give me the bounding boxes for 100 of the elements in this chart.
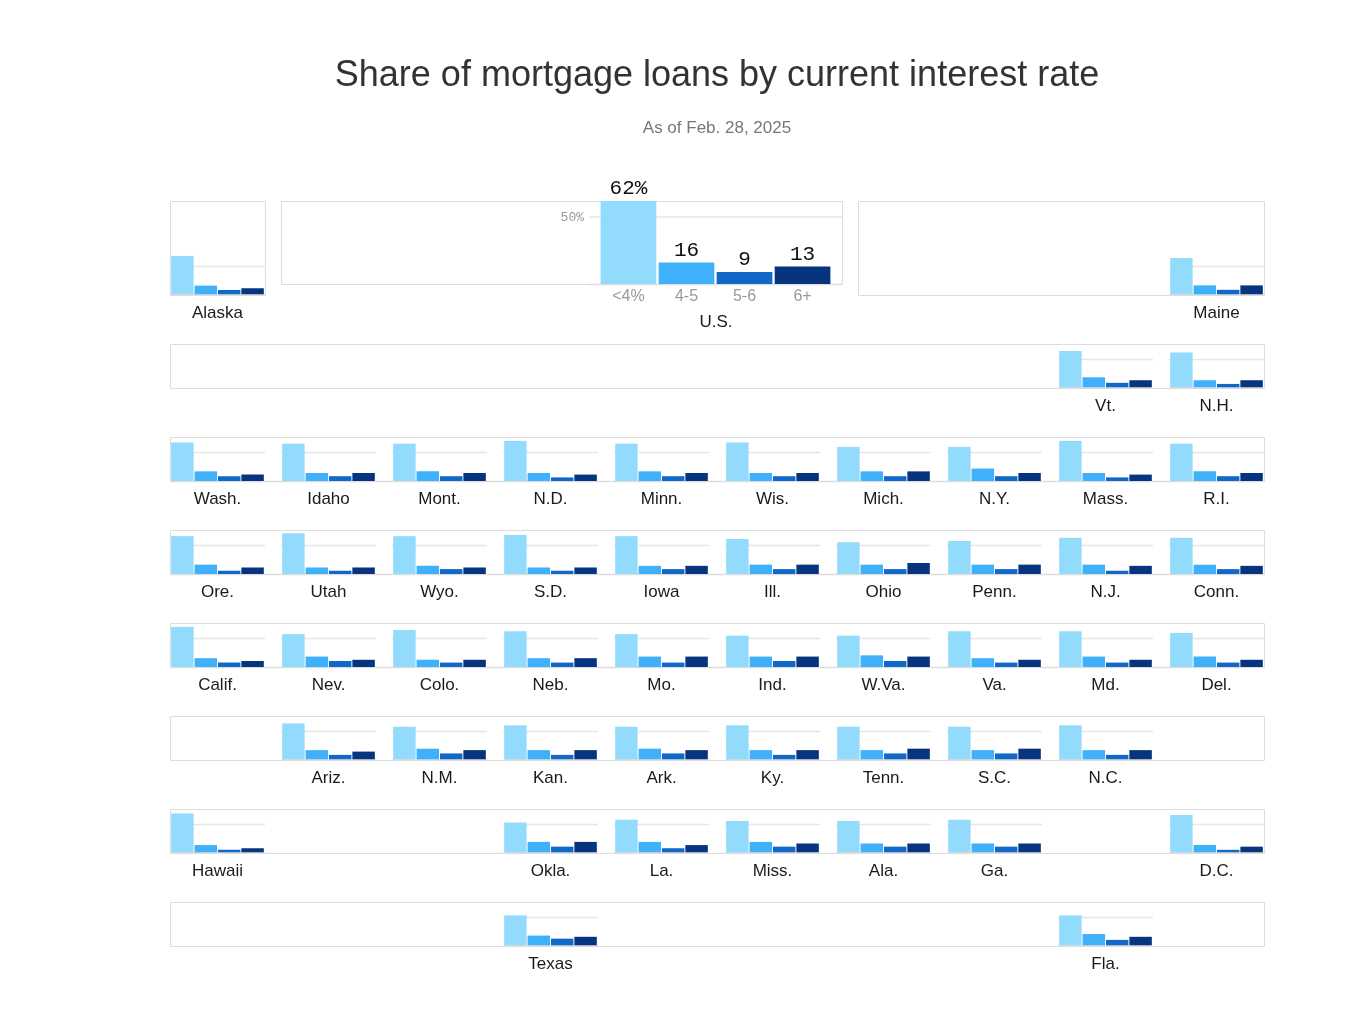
bar [774, 266, 831, 284]
bar [416, 471, 440, 481]
x-tick-label: Mont. [418, 488, 461, 508]
x-tick-label: Tenn. [862, 767, 905, 787]
x-tick-label: Okla. [530, 860, 571, 880]
x-tick-label: Wash. [193, 488, 242, 508]
bar [837, 635, 860, 667]
x-tick-label: Ohio [865, 581, 902, 601]
bar [726, 725, 749, 760]
x-tick-label: N.J. [1090, 581, 1121, 601]
x-tick-label: R.I. [1203, 488, 1230, 508]
bar [1129, 474, 1152, 481]
bar [1193, 471, 1217, 481]
bar [1170, 537, 1193, 574]
bar [171, 626, 194, 667]
bar [463, 750, 486, 760]
x-tick-label: N.D. [533, 488, 568, 508]
bar [171, 255, 194, 295]
bar [217, 570, 241, 574]
x-tick-label: D.C. [1199, 860, 1234, 880]
x-tick-label: N.M. [421, 767, 458, 787]
bar [837, 820, 860, 853]
bar [1193, 564, 1217, 574]
bar [907, 563, 930, 574]
bar [685, 472, 708, 481]
bar [439, 476, 463, 481]
bar [1240, 565, 1263, 574]
x-tick-label: Wyo. [420, 581, 459, 601]
bar [1059, 725, 1082, 760]
bar [726, 635, 749, 667]
bar [638, 656, 662, 667]
x-tick-label: <4% [612, 286, 645, 304]
bar [574, 750, 597, 760]
x-tick-label: N.C. [1088, 767, 1123, 787]
x-tick-label: Ill. [764, 581, 781, 601]
x-tick-label: Alaska [191, 302, 244, 322]
bar [171, 442, 194, 481]
bar [504, 915, 527, 946]
data-label: 62% [609, 177, 648, 200]
bar [600, 201, 657, 284]
bar [463, 472, 486, 481]
bar [638, 471, 662, 481]
bar [1059, 350, 1082, 388]
x-tick-label: Maine [1193, 302, 1240, 322]
bar [217, 476, 241, 481]
x-tick-label: W.Va. [861, 674, 906, 694]
bar [971, 468, 995, 481]
bar [615, 726, 638, 760]
bar [463, 567, 486, 574]
x-tick-label: 6+ [793, 286, 812, 304]
bar [241, 660, 264, 667]
bar [907, 656, 930, 667]
x-tick-label: Hawaii [191, 860, 244, 880]
bar [1240, 472, 1263, 481]
bar [1082, 377, 1106, 388]
bar [1170, 632, 1193, 667]
bar [1129, 565, 1152, 574]
bar [504, 725, 527, 760]
bar [726, 820, 749, 853]
bar [883, 660, 907, 667]
bar [1170, 815, 1193, 853]
bar [1170, 443, 1193, 481]
data-label: 13 [789, 242, 816, 266]
x-tick-label: Penn. [972, 581, 1017, 601]
x-tick-label: Ark. [646, 767, 677, 787]
bar [685, 565, 708, 574]
bar [1105, 570, 1129, 574]
bar [948, 446, 971, 481]
bar [661, 569, 685, 574]
x-tick-label: Texas [528, 953, 573, 973]
chart-title: Share of mortgage loans by current interest rate [334, 52, 1100, 94]
bar [685, 750, 708, 760]
bar [550, 570, 574, 574]
bar [907, 471, 930, 481]
x-tick-label: Utah [310, 581, 347, 601]
x-tick-label: Minn. [640, 488, 683, 508]
bar [352, 472, 375, 481]
x-tick-label: N.Y. [979, 488, 1010, 508]
bar [1059, 631, 1082, 667]
bar [685, 656, 708, 667]
x-tick-label: Ky. [760, 767, 785, 787]
bar [1170, 352, 1193, 388]
bar [971, 658, 995, 667]
bar [282, 723, 305, 760]
bar [948, 631, 971, 667]
x-tick-label: S.D. [533, 581, 568, 601]
bar [305, 656, 329, 667]
bar [615, 536, 638, 574]
x-tick-label: Colo. [419, 674, 460, 694]
bar [527, 658, 551, 667]
x-tick-label: Ore. [200, 581, 235, 601]
x-tick-label: Del. [1201, 674, 1232, 694]
bar [527, 472, 551, 481]
bar [574, 474, 597, 481]
x-tick-label: Fla. [1091, 953, 1120, 973]
bar [328, 660, 352, 667]
bar [328, 476, 352, 481]
x-tick-label: Kan. [533, 767, 568, 787]
bar [907, 748, 930, 760]
x-tick-label: Iowa [643, 581, 680, 601]
